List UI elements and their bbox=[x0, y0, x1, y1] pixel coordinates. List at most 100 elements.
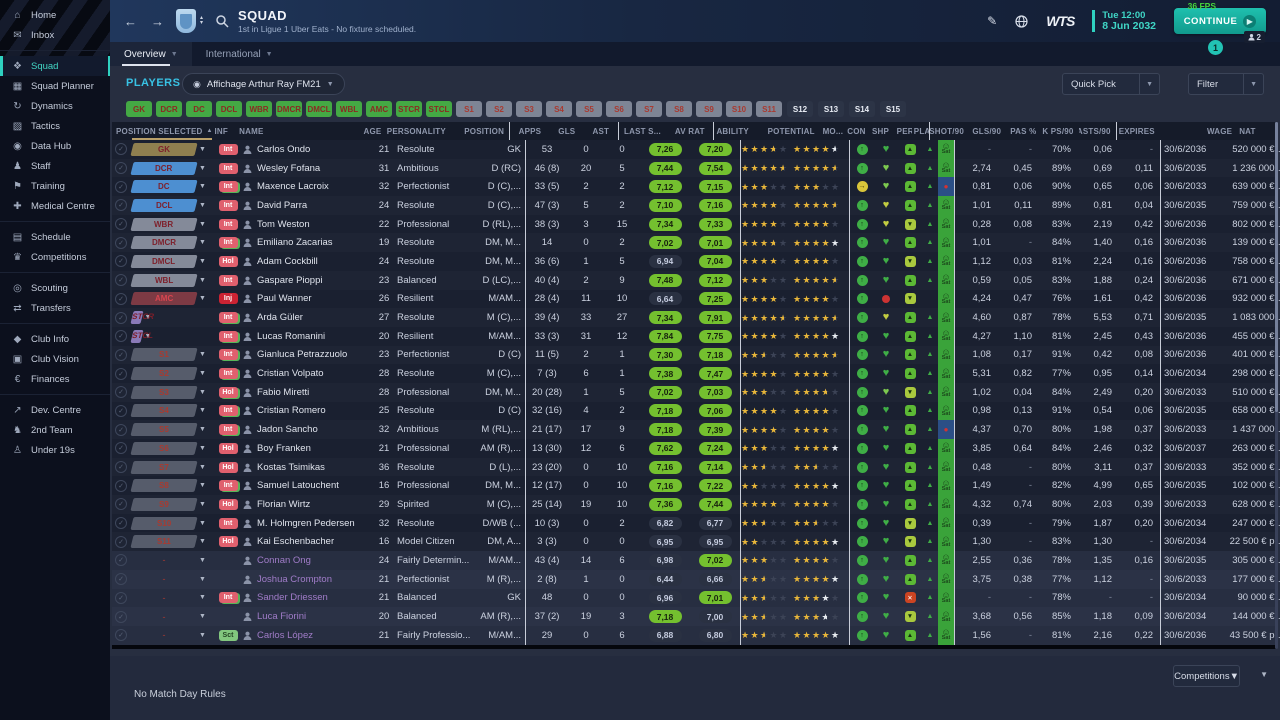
sidebar-item-2nd-team[interactable]: ♞ 2nd Team bbox=[0, 420, 110, 440]
info-badge[interactable] bbox=[216, 570, 240, 589]
position-badge-dropdown[interactable]: S9 ▼ bbox=[130, 495, 216, 514]
player-row[interactable]: ✓ S9 ▼ Hol Florian Wirtz 29 Spirited M (C),... 2… bbox=[112, 495, 1280, 514]
player-name[interactable]: Arda Güler bbox=[240, 308, 371, 327]
position-filter-wbr[interactable]: WBR bbox=[246, 101, 272, 117]
row-select-checkbox[interactable]: ✓ bbox=[112, 514, 130, 533]
position-badge-dropdown[interactable]: S1 ▼ bbox=[130, 346, 216, 365]
player-row[interactable]: ✓ GK ▼ Int Carlos Ondo 21 Resolute GK 53 0 0 7,26 7,… bbox=[112, 140, 1280, 159]
info-badge[interactable]: Hol bbox=[216, 439, 240, 458]
position-filter-s7[interactable]: S7 bbox=[636, 101, 662, 117]
row-select-checkbox[interactable]: ✓ bbox=[112, 383, 130, 402]
position-badge-dropdown[interactable]: S11 ▼ bbox=[130, 532, 216, 551]
player-name[interactable]: Kai Eschenbacher bbox=[240, 532, 371, 551]
player-name[interactable]: Kostas Tsimikas bbox=[240, 458, 371, 477]
position-filter-s13[interactable]: S13 bbox=[818, 101, 844, 117]
column-header-18[interactable]: SHOT/90 bbox=[929, 126, 964, 136]
info-badge[interactable]: Int bbox=[216, 402, 240, 421]
column-header-5[interactable]: POSITION bbox=[464, 126, 505, 136]
player-name[interactable]: Carlos Ondo bbox=[240, 140, 371, 159]
row-select-checkbox[interactable]: ✓ bbox=[112, 233, 130, 252]
column-header-14[interactable]: CON bbox=[847, 126, 866, 136]
notification-badge[interactable]: 1 bbox=[1208, 40, 1223, 55]
row-select-checkbox[interactable]: ✓ bbox=[112, 626, 130, 645]
sidebar-item-under-19s[interactable]: ♙ Under 19s bbox=[0, 440, 110, 460]
position-filter-s8[interactable]: S8 bbox=[666, 101, 692, 117]
column-header-11[interactable]: ABILITY bbox=[716, 126, 749, 136]
row-select-checkbox[interactable]: ✓ bbox=[112, 196, 130, 215]
position-badge-dropdown[interactable]: STCR ▼ bbox=[130, 308, 216, 327]
position-badge-dropdown[interactable]: - ▼ bbox=[162, 630, 206, 641]
competitions-dropdown[interactable]: Competitions ▼ bbox=[1173, 665, 1240, 687]
column-header-4[interactable]: PERSONALITY bbox=[386, 126, 446, 136]
player-name[interactable]: Cristian Romero bbox=[240, 402, 371, 421]
player-name[interactable]: Boy Franken bbox=[240, 439, 371, 458]
column-header-12[interactable]: POTENTIAL bbox=[767, 126, 815, 136]
position-filter-dc[interactable]: DC bbox=[186, 101, 212, 117]
sidebar-item-training[interactable]: ⚑ Training bbox=[0, 176, 110, 196]
back-arrow-icon[interactable]: ← bbox=[124, 13, 137, 29]
info-badge[interactable]: Int bbox=[216, 589, 240, 608]
column-header-10[interactable]: AV RAT bbox=[674, 126, 705, 136]
player-row[interactable]: ✓ S11 ▼ Hol Kai Eschenbacher 16 Model Citizen D… bbox=[112, 532, 1280, 552]
player-row[interactable]: ✓ - ▼ Sct Carlos López 21 Fairly Professio... M… bbox=[112, 625, 1280, 645]
column-header-25[interactable]: NAT bbox=[1239, 126, 1256, 136]
info-badge[interactable]: Int bbox=[216, 364, 240, 383]
info-badge[interactable]: Hol bbox=[216, 458, 240, 477]
column-header-7[interactable]: GLS bbox=[558, 126, 576, 136]
player-name[interactable]: Maxence Lacroix bbox=[240, 177, 371, 196]
player-row[interactable]: ✓ DMCL ▼ Hol Adam Cockbill 24 Resolute DM, M...… bbox=[112, 252, 1280, 271]
sidebar-item-home[interactable]: ⌂ Home bbox=[0, 5, 110, 25]
row-select-checkbox[interactable]: ✓ bbox=[112, 364, 130, 383]
sidebar-item-club-vision[interactable]: ▣ Club Vision bbox=[0, 349, 110, 369]
position-badge-dropdown[interactable]: AMC ▼ bbox=[130, 290, 216, 309]
row-select-checkbox[interactable]: ✓ bbox=[112, 607, 130, 626]
position-filter-s5[interactable]: S5 bbox=[576, 101, 602, 117]
player-name[interactable]: Florian Wirtz bbox=[240, 495, 371, 514]
column-header-24[interactable]: WAGE bbox=[1206, 126, 1233, 136]
position-badge-dropdown[interactable]: DMCR ▼ bbox=[130, 233, 216, 252]
sidebar-item-finances[interactable]: € Finances bbox=[0, 369, 110, 389]
column-header-2[interactable]: NAME bbox=[239, 126, 264, 136]
column-header-16[interactable]: PER... bbox=[896, 126, 912, 136]
info-badge[interactable]: Int bbox=[216, 140, 240, 159]
player-name[interactable]: Tom Weston bbox=[240, 215, 371, 234]
player-name[interactable]: Fabio Miretti bbox=[240, 383, 371, 402]
info-badge[interactable]: Int bbox=[216, 196, 240, 215]
info-badge[interactable]: Int bbox=[216, 420, 240, 439]
row-select-checkbox[interactable]: ✓ bbox=[112, 476, 130, 495]
player-row[interactable]: ✓ WBR ▼ Int Tom Weston 22 Professional D (RL),.… bbox=[112, 214, 1280, 234]
position-badge-dropdown[interactable]: DC ▼ bbox=[130, 177, 216, 196]
column-header-17[interactable]: PLA... bbox=[913, 126, 929, 136]
player-name[interactable]: Adam Cockbill bbox=[240, 252, 371, 271]
position-badge-dropdown[interactable]: - ▼ bbox=[162, 611, 206, 622]
player-row[interactable]: ✓ - ▼ Int Sander Driessen 21 Balanced GK 48 0 0 6,9… bbox=[112, 588, 1280, 608]
player-row[interactable]: ✓ S5 ▼ Int Jadon Sancho 32 Ambitious M (RL),...… bbox=[112, 420, 1280, 439]
info-badge[interactable]: Int bbox=[216, 346, 240, 365]
column-header-22[interactable]: ASTS/90 bbox=[1078, 126, 1111, 136]
info-badge[interactable]: Int bbox=[216, 177, 240, 196]
player-row[interactable]: ✓ S8 ▼ Int Samuel Latouchent 16 Professional DM… bbox=[112, 476, 1280, 496]
column-header-15[interactable]: SHP bbox=[871, 126, 890, 136]
position-badge-dropdown[interactable]: - ▼ bbox=[162, 555, 206, 566]
position-badge-dropdown[interactable]: STCL ▼ bbox=[130, 327, 216, 346]
player-name[interactable]: Carlos López bbox=[240, 626, 371, 645]
position-badge-dropdown[interactable]: S7 ▼ bbox=[130, 458, 216, 477]
sidebar-item-staff[interactable]: ♟ Staff bbox=[0, 156, 110, 176]
info-badge[interactable]: Hol bbox=[216, 495, 240, 514]
player-row[interactable]: ✓ DC ▼ Int Maxence Lacroix 32 Perfectionist D (… bbox=[112, 177, 1280, 197]
row-select-checkbox[interactable]: ✓ bbox=[112, 252, 130, 271]
row-select-checkbox[interactable]: ✓ bbox=[112, 589, 130, 608]
position-filter-dmcl[interactable]: DMCL bbox=[306, 101, 332, 117]
player-name[interactable]: Connan Ong bbox=[240, 551, 371, 570]
player-name[interactable]: Wesley Fofana bbox=[240, 159, 371, 178]
position-filter-s1[interactable]: S1 bbox=[456, 101, 482, 117]
player-row[interactable]: ✓ WBL ▼ Int Gaspare Pioppi 23 Balanced D (LC),.… bbox=[112, 270, 1280, 290]
player-row[interactable]: ✓ DCL ▼ Int David Parra 24 Resolute D (C),... 47… bbox=[112, 196, 1280, 215]
player-row[interactable]: ✓ - ▼ Luca Fiorini 20 Balanced AM (R),... 37 (2… bbox=[112, 607, 1280, 626]
sidebar-item-medical-centre[interactable]: ✚ Medical Centre bbox=[0, 196, 110, 216]
row-select-checkbox[interactable]: ✓ bbox=[112, 439, 130, 458]
position-badge-dropdown[interactable]: S4 ▼ bbox=[130, 402, 216, 421]
position-filter-wbl[interactable]: WBL bbox=[336, 101, 362, 117]
club-crest[interactable] bbox=[176, 9, 196, 33]
player-row[interactable]: ✓ S3 ▼ Hol Fabio Miretti 28 Professional DM, M.… bbox=[112, 382, 1280, 402]
